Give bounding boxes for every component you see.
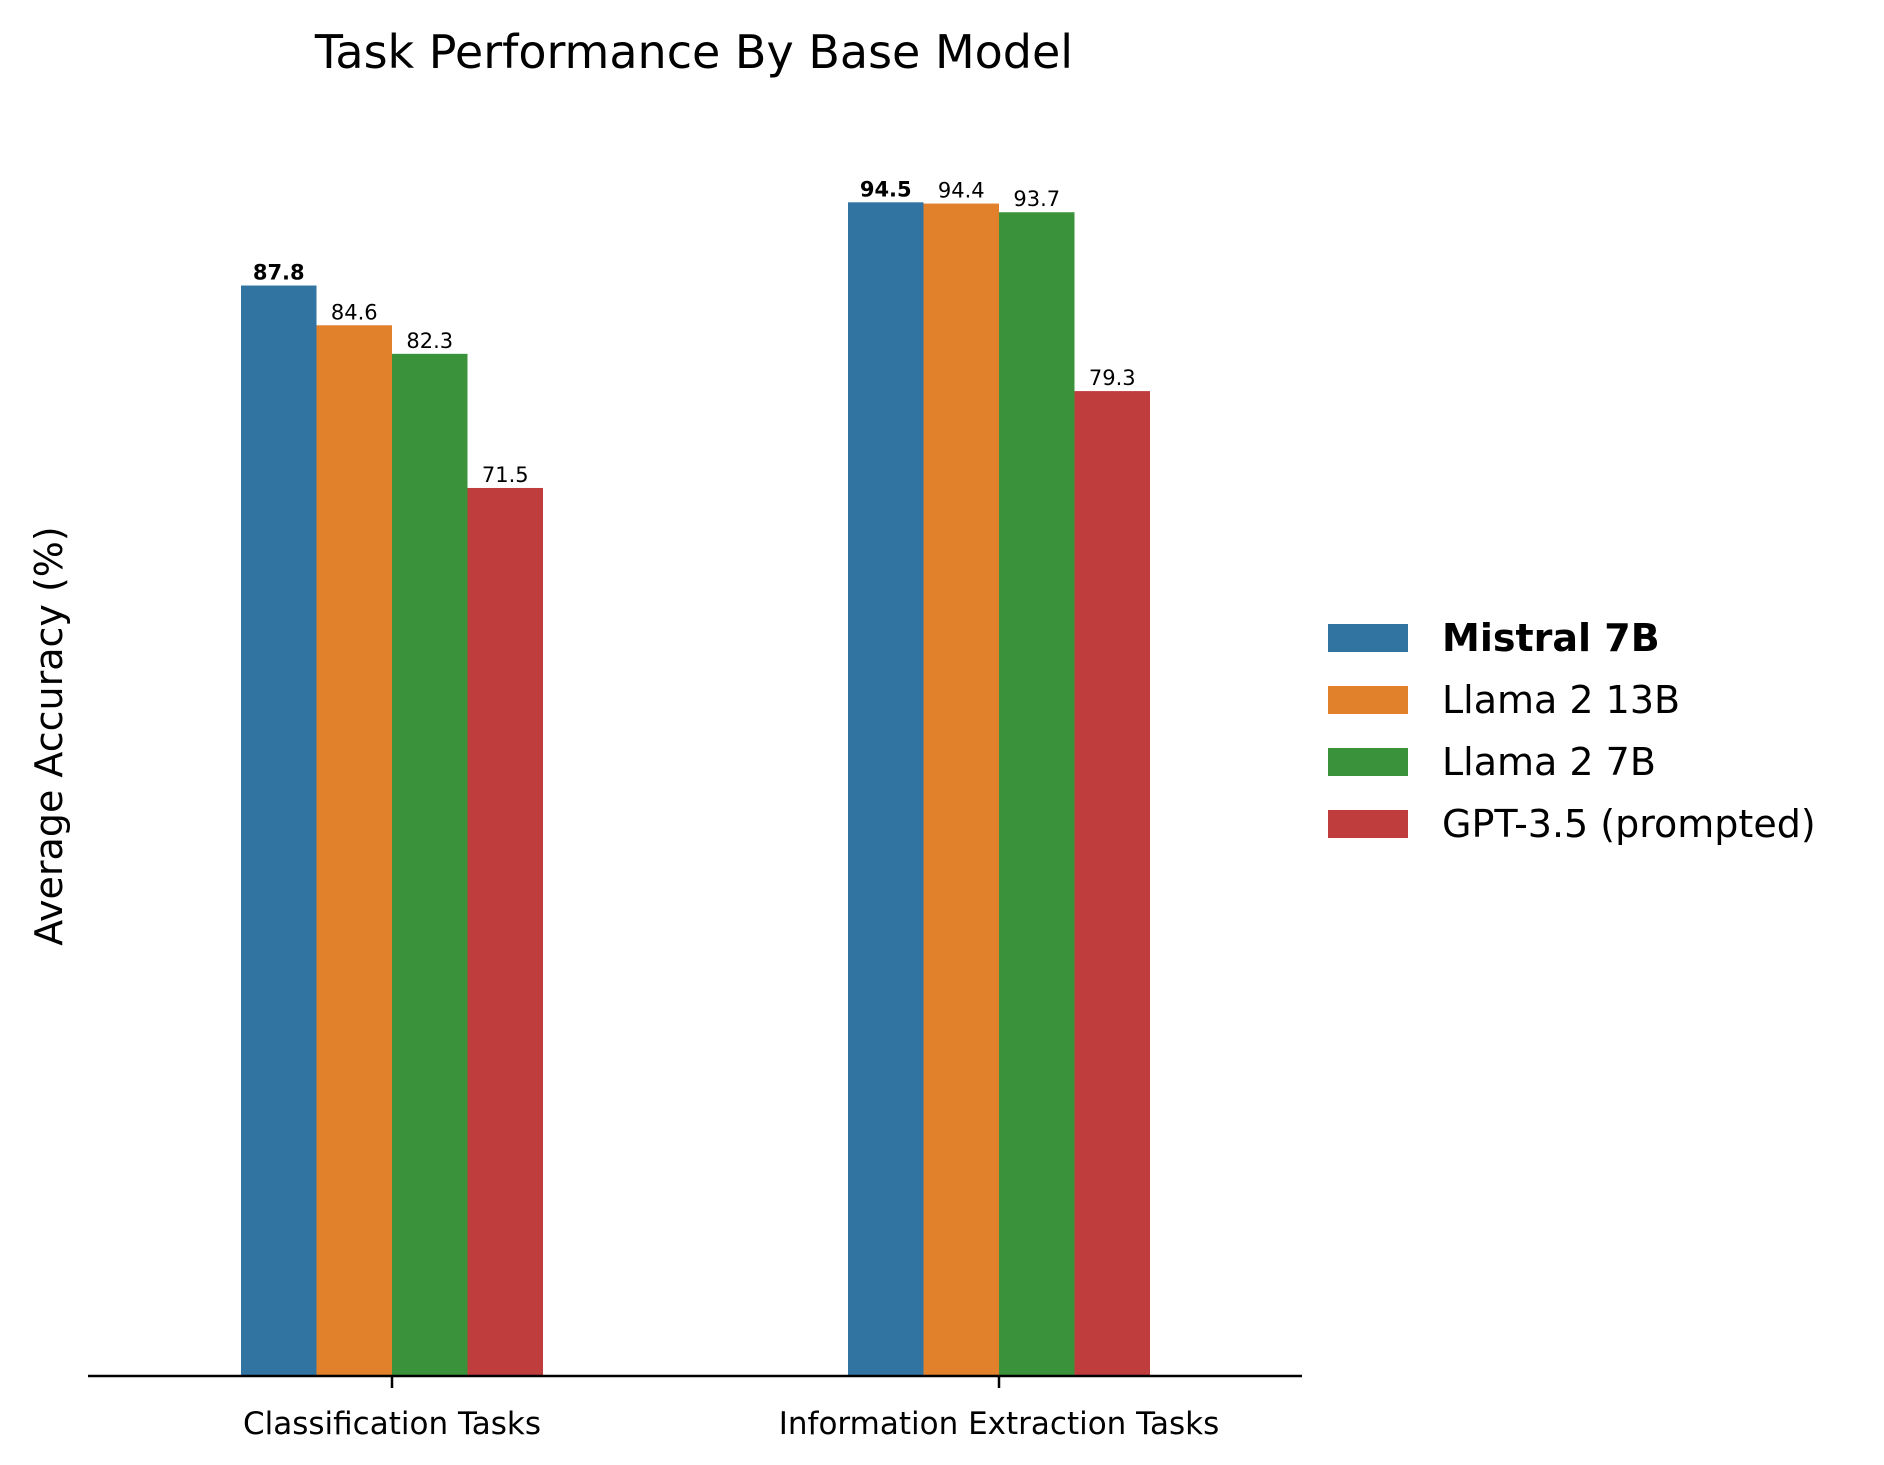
bar-4-1 bbox=[467, 487, 543, 1377]
value-label-4-2: 79.3 bbox=[1089, 366, 1136, 390]
bar-4-2 bbox=[1074, 391, 1150, 1376]
value-label-2-2: 94.4 bbox=[938, 179, 985, 203]
value-label-1-2: 94.5 bbox=[860, 177, 912, 201]
value-label-2-1: 84.6 bbox=[331, 300, 378, 324]
legend-swatch-1 bbox=[1328, 624, 1408, 652]
bar-2-1 bbox=[316, 325, 392, 1376]
legend-swatch-4 bbox=[1328, 810, 1408, 838]
bar-3-2 bbox=[999, 212, 1075, 1377]
y-axis-label: Average Accuracy (%) bbox=[27, 526, 71, 945]
legend: Mistral 7B Llama 2 13B Llama 2 7B GPT-3.5 (… bbox=[1328, 616, 1816, 846]
bar-1-1 bbox=[241, 285, 317, 1377]
bar-3-1 bbox=[392, 353, 468, 1377]
bar-2-2 bbox=[923, 203, 999, 1376]
bars-group bbox=[241, 202, 1150, 1377]
value-label-4-1: 71.5 bbox=[482, 463, 529, 487]
legend-label-2: Llama 2 13B bbox=[1442, 678, 1680, 722]
bar-1-2 bbox=[848, 202, 924, 1376]
value-label-3-1: 82.3 bbox=[406, 329, 453, 353]
value-label-1-1: 87.8 bbox=[253, 261, 305, 285]
chart-title: Task Performance By Base Model bbox=[314, 25, 1073, 79]
legend-swatch-3 bbox=[1328, 748, 1408, 776]
legend-label-3: Llama 2 7B bbox=[1442, 740, 1656, 784]
legend-label-4: GPT-3.5 (prompted) bbox=[1442, 802, 1816, 846]
x-tick-label-2: Information Extraction Tasks bbox=[779, 1406, 1219, 1442]
value-labels-group: 87.8 84.6 82.3 71.5 94.5 94.4 93.7 79.3 bbox=[253, 177, 1136, 487]
legend-swatch-2 bbox=[1328, 686, 1408, 714]
value-label-3-2: 93.7 bbox=[1013, 187, 1060, 211]
x-ticks-group: Classification Tasks Information Extracti… bbox=[243, 1376, 1219, 1442]
x-tick-label-1: Classification Tasks bbox=[243, 1406, 541, 1442]
legend-label-1: Mistral 7B bbox=[1442, 616, 1660, 660]
